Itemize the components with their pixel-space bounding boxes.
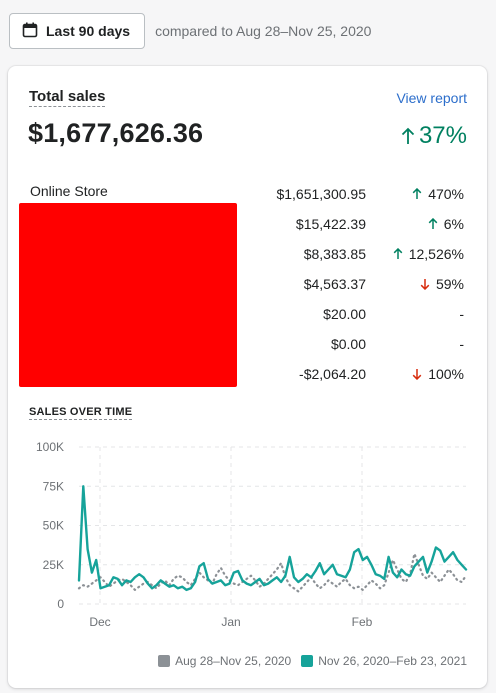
row-change-value: 59% [435,276,464,292]
row-change-value: 12,526% [408,246,464,262]
legend-item-previous[interactable]: Aug 28–Nov 25, 2020 [158,654,291,668]
legend-item-current[interactable]: Nov 26, 2020–Feb 23, 2021 [301,654,467,668]
total-change: 37% [401,122,467,150]
card-title[interactable]: Total sales [29,88,106,107]
y-tick-label: 75K [43,479,64,493]
row-change-value: 470% [428,186,464,202]
chart-legend: Aug 28–Nov 25, 2020 Nov 26, 2020–Feb 23,… [158,654,467,668]
arrow-down-icon [420,279,430,290]
total-sales-value: $1,677,626.36 [28,118,204,148]
legend-label-current: Nov 26, 2020–Feb 23, 2021 [318,654,467,668]
x-tick-label: Dec [89,615,110,629]
breakdown-row: $0.00 - [8,333,487,355]
row-change: 6% [428,216,464,232]
arrow-up-icon [428,218,438,229]
row-change-value: - [459,306,464,322]
row-value: $0.00 [330,336,366,352]
calendar-icon [22,22,38,41]
row-change: 470% [412,186,464,202]
breakdown-row: $4,563.37 59% [8,273,487,295]
y-tick-label: 25K [43,558,64,572]
row-value: $15,422.39 [295,216,366,232]
row-value: $8,383.85 [303,246,366,262]
chart-title[interactable]: SALES OVER TIME [29,406,133,420]
arrow-up-icon [393,248,403,259]
redacted-block [19,203,237,387]
breakdown-row: $1,651,300.95 470% [8,183,487,205]
date-range-button[interactable]: Last 90 days [9,13,146,49]
breakdown-row: $20.00 - [8,303,487,325]
series-line-previous [77,552,468,593]
channel-label-online-store: Online Store [30,183,108,199]
y-tick-label: 50K [43,519,64,533]
y-tick-label: 100K [36,440,64,454]
arrow-up-icon [401,127,415,144]
row-change: 12,526% [393,246,464,262]
row-change: - [459,306,464,322]
compare-text: compared to Aug 28–Nov 25, 2020 [155,23,372,39]
row-change: - [459,336,464,352]
row-value: -$2,064.20 [299,366,366,382]
total-sales-card: Total sales View report $1,677,626.36 37… [8,66,487,688]
series-line-current [77,485,468,592]
row-value: $1,651,300.95 [276,186,366,202]
x-tick-label: Feb [352,615,373,629]
date-range-label: Last 90 days [46,23,131,39]
row-change: 59% [420,276,464,292]
row-change-value: 100% [428,366,464,382]
arrow-up-icon [412,188,422,199]
legend-swatch-previous [158,655,171,667]
sales-over-time-chart: 100K 75K 50K 25K 0 Dec Jan Feb [36,440,468,629]
legend-label-previous: Aug 28–Nov 25, 2020 [175,654,292,668]
view-report-link[interactable]: View report [396,90,467,106]
row-change-value: - [459,336,464,352]
row-value: $4,563.37 [303,276,366,292]
x-tick-label: Jan [221,615,240,629]
y-tick-label: 0 [57,597,64,611]
date-toolbar: Last 90 days compared to Aug 28–Nov 25, … [9,13,496,49]
breakdown-row: $15,422.39 6% [8,213,487,235]
row-value: $20.00 [323,306,366,322]
total-change-value: 37% [418,122,467,149]
row-change-value: 6% [443,216,464,232]
arrow-down-icon [412,369,422,380]
legend-swatch-current [301,655,314,667]
row-change: 100% [412,366,464,382]
breakdown-row: -$2,064.20 100% [8,363,487,385]
breakdown-row: $8,383.85 12,526% [8,243,487,265]
